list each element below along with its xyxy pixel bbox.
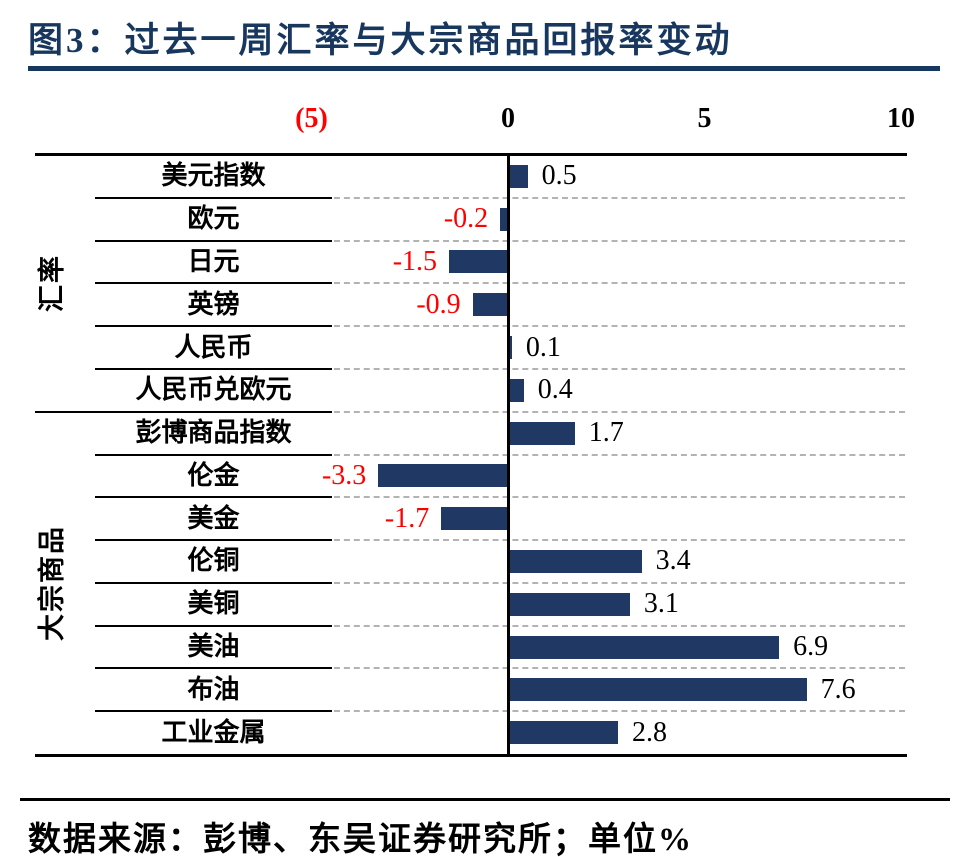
value-label: 6.9 xyxy=(793,631,829,663)
zero-axis xyxy=(506,153,510,757)
value-label: 0.1 xyxy=(525,331,561,363)
x-tick-label: (5) xyxy=(295,103,328,134)
category-label: 英镑 xyxy=(187,289,240,319)
group-label: 大宗商品 xyxy=(37,524,67,641)
bar xyxy=(508,592,630,616)
category-label: 彭博商品指数 xyxy=(135,418,292,448)
x-tick-label: 0 xyxy=(501,103,515,134)
footer-divider xyxy=(20,798,950,801)
separator-line xyxy=(95,539,332,542)
value-label: -0.9 xyxy=(416,288,461,320)
category-label: 美油 xyxy=(187,632,240,662)
separator-line xyxy=(95,325,332,328)
value-label: 0.5 xyxy=(541,160,577,192)
gridline xyxy=(334,325,905,328)
bar xyxy=(508,678,807,702)
value-label: -3.3 xyxy=(321,459,367,491)
gridline xyxy=(334,282,905,285)
category-label: 欧元 xyxy=(187,204,240,234)
value-label: 7.6 xyxy=(820,673,856,705)
separator-line xyxy=(95,710,332,713)
category-label: 布油 xyxy=(187,674,240,704)
category-label: 人民币兑欧元 xyxy=(135,375,292,405)
bar xyxy=(508,378,524,402)
separator-line xyxy=(95,453,332,456)
category-label: 美铜 xyxy=(187,589,240,619)
plot-border-top xyxy=(35,153,907,156)
bar xyxy=(441,507,508,531)
value-label: 3.1 xyxy=(643,588,679,620)
bar xyxy=(500,207,508,231)
value-label: -1.5 xyxy=(392,245,438,277)
bar xyxy=(508,635,780,659)
value-label: 2.8 xyxy=(632,716,668,748)
value-label: 3.4 xyxy=(655,545,691,577)
source-note: 数据来源：彭博、东吴证券研究所；单位% xyxy=(28,822,693,857)
separator-line xyxy=(95,667,332,670)
gridline xyxy=(334,239,905,242)
gridline xyxy=(334,581,905,584)
separator-line xyxy=(95,496,332,499)
gridline xyxy=(334,410,905,413)
bar xyxy=(508,421,575,445)
value-label: -0.2 xyxy=(443,203,489,235)
separator-line xyxy=(95,624,332,627)
group-label: 汇率 xyxy=(37,254,67,313)
category-label: 人民币 xyxy=(174,332,253,362)
gridline xyxy=(334,667,905,670)
gridline xyxy=(334,710,905,713)
bar xyxy=(508,164,528,188)
bar xyxy=(508,721,619,745)
value-label: 0.4 xyxy=(537,374,573,406)
separator-line xyxy=(95,367,332,370)
figure-title: 图3：过去一周汇率与大宗商品回报率变动 xyxy=(28,21,733,60)
bar xyxy=(508,336,512,360)
separator-line xyxy=(95,196,332,199)
gridline xyxy=(334,624,905,627)
category-label: 伦铜 xyxy=(187,546,240,576)
bar xyxy=(508,549,642,573)
category-label: 美金 xyxy=(187,503,240,533)
category-label: 日元 xyxy=(187,246,240,276)
separator-line xyxy=(95,239,332,242)
plot-border-bottom xyxy=(35,754,907,757)
category-label: 美元指数 xyxy=(161,161,266,191)
bar xyxy=(449,250,508,274)
gridline xyxy=(334,453,905,456)
value-label: -1.7 xyxy=(384,502,430,534)
x-tick-label: 5 xyxy=(697,103,712,134)
title-underline xyxy=(28,66,940,71)
separator-line xyxy=(35,410,332,413)
separator-line xyxy=(95,282,332,285)
separator-line xyxy=(95,581,332,584)
value-label: 1.7 xyxy=(588,417,624,449)
gridline xyxy=(334,367,905,370)
category-label: 伦金 xyxy=(187,460,240,490)
category-label: 工业金属 xyxy=(161,717,266,747)
gridline xyxy=(334,196,905,199)
x-tick-label: 10 xyxy=(887,103,915,134)
gridline xyxy=(334,539,905,542)
bar xyxy=(378,464,508,488)
bar xyxy=(472,293,508,317)
gridline xyxy=(334,496,905,499)
